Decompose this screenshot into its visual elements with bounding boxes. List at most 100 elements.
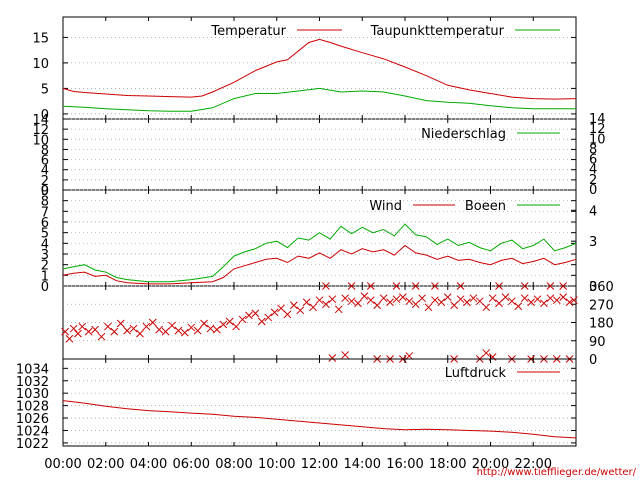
wind-direction-point [570, 296, 578, 305]
point-stroke [129, 324, 138, 333]
y-tick-label: 1026 [16, 412, 49, 427]
y2-tick-label: 360 [589, 280, 614, 295]
wind-direction-point [456, 295, 465, 304]
wind-direction-point [463, 298, 471, 307]
point-stroke [546, 294, 555, 303]
wind-direction-point [514, 302, 523, 311]
point-stroke [431, 296, 439, 305]
wind-direction-point [495, 299, 503, 308]
y2-tick-label: 3 [589, 235, 597, 250]
y-tick-label: 4 [41, 237, 49, 252]
y-tick-label: 15 [32, 31, 49, 46]
wind-direction-point [213, 325, 221, 334]
point-stroke [565, 298, 574, 307]
y-tick-label: 1028 [16, 400, 49, 415]
wind-direction-point [148, 318, 157, 327]
y2-tick-label: 8 [589, 142, 597, 157]
y2-tick-label: 2 [589, 173, 597, 188]
point-stroke [411, 282, 420, 290]
wind-direction-point [405, 297, 414, 306]
y-tick-label: 8 [41, 195, 49, 210]
point-stroke [110, 327, 119, 336]
wind-direction-point [508, 297, 516, 306]
wind-direction-point [142, 322, 151, 331]
point-stroke [136, 329, 144, 338]
point-stroke [309, 303, 317, 312]
point-stroke [392, 295, 401, 304]
wind-direction-point [405, 352, 414, 360]
point-stroke [559, 293, 568, 302]
point-stroke [74, 329, 82, 338]
wind-direction-point [540, 299, 548, 308]
wind-direction-point [168, 321, 176, 330]
point-stroke [341, 294, 350, 303]
x-tick-label: 16:00 [386, 457, 423, 472]
y-tick-label: 0 [41, 108, 49, 123]
point-stroke [437, 298, 446, 307]
wind-direction-point [123, 326, 131, 335]
point-stroke [168, 321, 176, 330]
y2-tick-label: 14 [589, 112, 606, 127]
wind-direction-point [347, 282, 356, 290]
point-stroke [277, 304, 285, 313]
wind-direction-point [347, 297, 356, 306]
point-stroke [495, 282, 503, 290]
y-tick-label: 5 [41, 227, 49, 242]
y-tick-label: 12 [32, 123, 49, 138]
wind-direction-point [251, 309, 260, 318]
y2-tick-label: 10 [589, 132, 606, 147]
wind-direction-point [219, 320, 228, 329]
wind-direction-point [161, 327, 170, 336]
wind-direction-point [386, 298, 394, 307]
point-stroke [424, 303, 433, 312]
wind-direction-point [328, 295, 337, 304]
wind-direction-point [456, 282, 465, 290]
series-line-wind [62, 244, 577, 285]
wind-direction-point [334, 305, 343, 314]
wind-direction-point [392, 282, 401, 290]
wind-direction-point [69, 324, 78, 333]
point-stroke [405, 297, 414, 306]
y-tick-label: 1034 [16, 362, 49, 377]
point-stroke [360, 292, 369, 300]
wind-direction-point [155, 325, 164, 334]
point-stroke [366, 296, 375, 305]
wind-direction-point [559, 282, 568, 290]
wind-direction-point [309, 303, 317, 312]
y-tick-label: 10 [32, 133, 49, 148]
point-stroke [334, 305, 343, 314]
point-stroke [161, 327, 170, 336]
point-stroke [155, 325, 164, 334]
point-stroke [392, 282, 401, 290]
point-stroke [264, 313, 273, 322]
source-url[interactable]: http://www.tiefflieger.de/wetter/ [477, 467, 637, 478]
point-stroke [213, 325, 221, 334]
point-stroke [520, 294, 529, 303]
point-stroke [232, 322, 240, 331]
point-stroke [322, 282, 330, 290]
wind-direction-point [322, 300, 330, 309]
point-stroke [552, 296, 561, 305]
wind-direction-point [232, 322, 240, 331]
wind-direction-point [366, 296, 375, 305]
point-stroke [91, 325, 99, 334]
wind-direction-point [78, 322, 87, 331]
wind-direction-point [565, 298, 574, 307]
point-stroke [482, 349, 491, 357]
point-stroke [386, 298, 394, 307]
legend-label-taupunkt: Taupunkttemperatur [370, 24, 505, 39]
point-stroke [469, 294, 478, 303]
y-tick-label: 1024 [16, 424, 49, 439]
wind-direction-point [488, 294, 497, 303]
point-stroke [69, 324, 78, 333]
x-tick-label: 22:00 [515, 457, 552, 472]
x-axis-tick-labels: 00:00 02:00 04:00 06:00 08:00 10:00 12:00 14:00… [44, 457, 552, 472]
point-stroke [488, 294, 497, 303]
point-stroke [373, 301, 382, 310]
point-stroke [495, 299, 503, 308]
legend-luftdruck: Luftdruck [445, 366, 560, 381]
wind-direction-point [91, 325, 99, 334]
y-tick-label: 4 [41, 164, 49, 179]
wind-direction-point [270, 308, 279, 317]
